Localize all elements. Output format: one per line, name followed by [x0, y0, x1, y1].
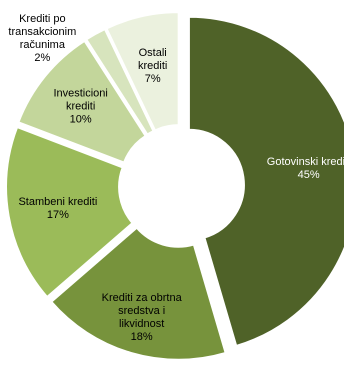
slice-label-line: računima [20, 39, 66, 51]
donut-slice [17, 39, 147, 164]
slice-label-line: likvidnost [119, 318, 164, 330]
slice-label-line: krediti [138, 60, 167, 72]
donut-slice [84, 27, 155, 136]
slice-label: Krediti za obrtna sredstva i likvidnost 18% [102, 292, 183, 343]
slice-label-line: Krediti po [19, 13, 65, 25]
slice-label-line: Ostali [139, 47, 167, 59]
slice-label: Stambeni krediti 17% [18, 196, 97, 221]
slice-label-line: 45% [298, 169, 320, 181]
donut-slice [105, 11, 180, 132]
donut-slice [187, 15, 344, 348]
slice-label-line: Krediti za obrtna [102, 292, 183, 304]
slice-label: Krediti po transakcionim računima 2% [8, 13, 76, 64]
slice-label: Ostali krediti 7% [138, 47, 167, 85]
donut-slice [49, 226, 227, 361]
slice-label-line: krediti [66, 100, 95, 112]
slice-label-line: sredstva i [118, 305, 165, 317]
slice-label: Gotovinski krediti 45% [267, 156, 344, 181]
donut-slice [5, 125, 134, 299]
slice-label-line: 10% [70, 113, 92, 125]
slice-label-line: 7% [145, 73, 161, 85]
slice-label-line: 17% [47, 209, 69, 221]
slice-label-line: 18% [131, 331, 153, 343]
slice-label-line: Investicioni [53, 87, 107, 99]
slice-label-line: Stambeni krediti [18, 196, 97, 208]
slice-label-line: 2% [34, 52, 50, 64]
slice-label-line: Gotovinski krediti [267, 156, 344, 168]
slice-label: Investicioni krediti 10% [53, 87, 107, 125]
slice-label-line: transakcionim [8, 26, 76, 38]
